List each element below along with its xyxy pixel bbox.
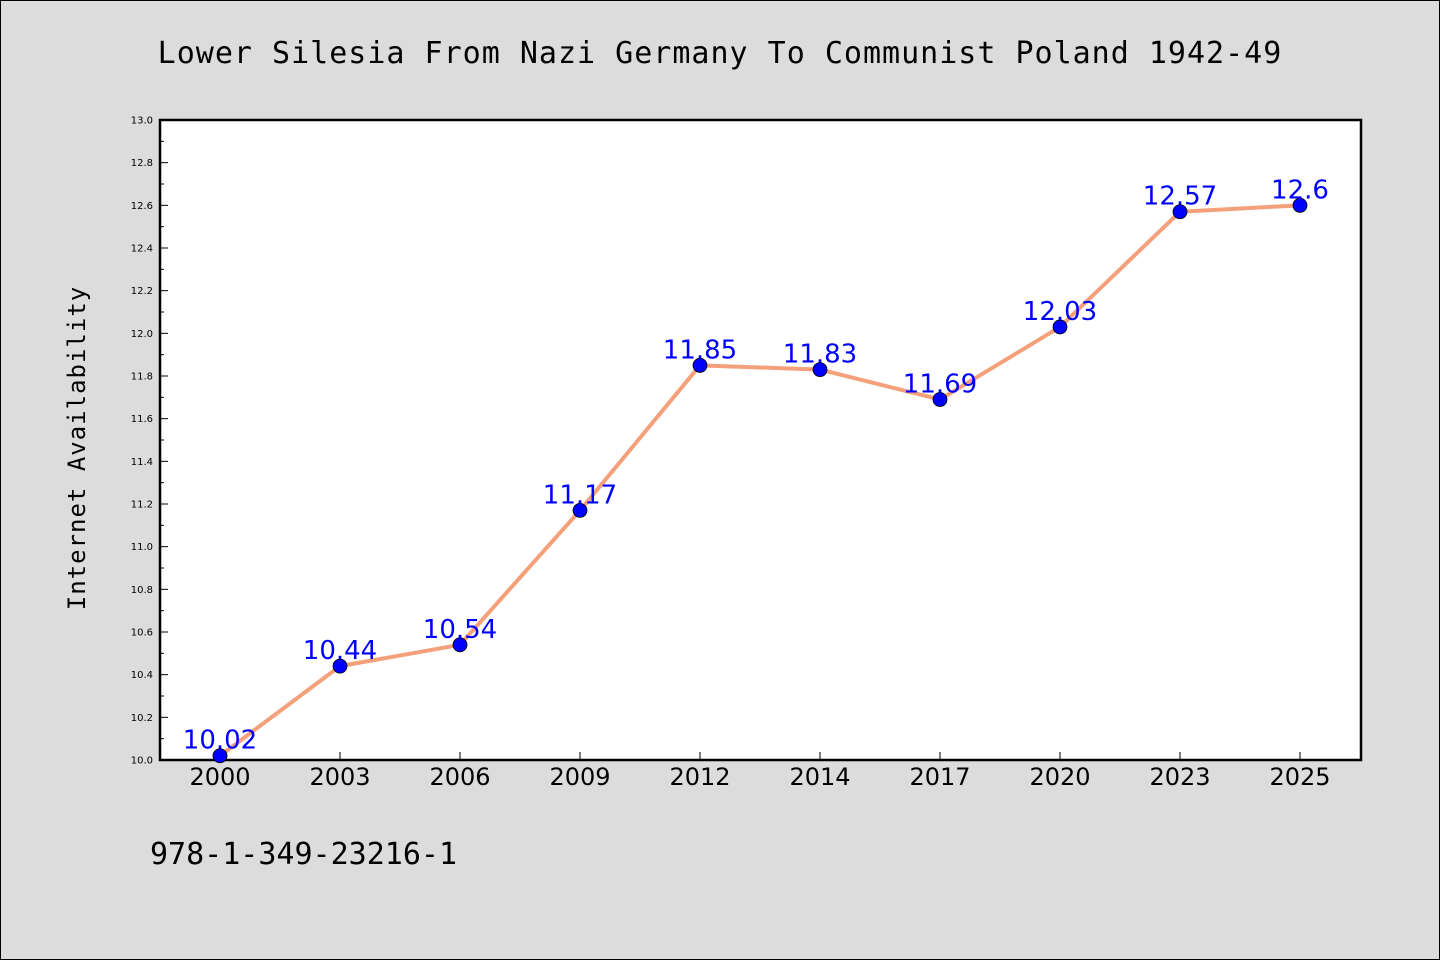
data-series xyxy=(212,197,1308,764)
y-tick-label: 10.4 xyxy=(131,670,153,681)
data-label: 12.03 xyxy=(1023,297,1097,327)
data-label: 11.17 xyxy=(543,480,617,510)
x-tick-label: 2012 xyxy=(669,763,730,791)
data-point xyxy=(1292,197,1308,213)
series-line xyxy=(218,203,1301,758)
x-tick-label: 2017 xyxy=(909,763,970,791)
y-tick-label: 12.8 xyxy=(131,158,153,169)
data-label: 11.85 xyxy=(663,335,737,365)
y-tick-label: 10.2 xyxy=(131,713,153,724)
data-label: 12.57 xyxy=(1143,182,1217,212)
data-label: 12.6 xyxy=(1271,175,1329,205)
data-point xyxy=(692,357,708,373)
data-label: 11.69 xyxy=(903,369,977,399)
chart-title: Lower Silesia From Nazi Germany To Commu… xyxy=(158,36,1283,71)
y-axis-ticks: 10.0 10.2 10.4 10.6 10.8 11.0 11.2 11.4 11.6 11.8… xyxy=(131,116,168,767)
data-label: 10.02 xyxy=(183,726,257,756)
data-label: 10.54 xyxy=(423,615,497,645)
data-point xyxy=(332,658,348,674)
y-axis-label: Internet Availability xyxy=(63,286,91,610)
x-tick-label: 2025 xyxy=(1269,763,1330,791)
y-tick-label: 11.0 xyxy=(131,542,153,553)
data-label: 11.83 xyxy=(783,340,857,370)
y-tick-label: 11.6 xyxy=(131,414,153,425)
y-tick-label: 12.2 xyxy=(131,286,153,297)
y-tick-label: 11.8 xyxy=(131,372,153,383)
y-tick-label: 13.0 xyxy=(131,116,153,127)
data-point xyxy=(452,637,468,653)
x-tick-label: 2014 xyxy=(789,763,850,791)
data-point xyxy=(932,392,948,407)
y-tick-label: 11.2 xyxy=(131,500,153,511)
x-tick-label: 2006 xyxy=(429,763,490,791)
data-point xyxy=(812,362,828,378)
y-tick-label: 12.4 xyxy=(131,244,153,255)
data-point xyxy=(1172,204,1188,220)
y-tick-label: 10.8 xyxy=(131,585,153,596)
x-tick-label: 2020 xyxy=(1029,763,1090,791)
y-tick-label: 11.4 xyxy=(131,457,153,468)
isbn-text: 978-1-349-23216-1 xyxy=(150,837,457,872)
y-tick-label: 10.6 xyxy=(131,628,153,639)
x-tick-label: 2003 xyxy=(309,763,370,791)
x-tick-label: 2000 xyxy=(189,763,250,791)
data-labels: 10.02 10.44 10.54 11.17 11.85 11.83 11.69 12.03… xyxy=(183,175,1329,755)
x-tick-label: 2009 xyxy=(549,763,610,791)
data-point xyxy=(1052,319,1068,335)
y-tick-label: 12.6 xyxy=(131,201,153,212)
x-axis-ticks: 2000 2003 2006 2009 2012 2014 2017 2020 2023 2025 xyxy=(189,752,1331,791)
data-label: 10.44 xyxy=(303,636,377,666)
data-point xyxy=(572,502,588,518)
data-point xyxy=(212,748,228,764)
plot-area xyxy=(158,118,1363,762)
y-tick-label: 10.0 xyxy=(131,756,153,767)
y-tick-label: 12.0 xyxy=(131,329,153,340)
x-tick-label: 2023 xyxy=(1149,763,1210,791)
